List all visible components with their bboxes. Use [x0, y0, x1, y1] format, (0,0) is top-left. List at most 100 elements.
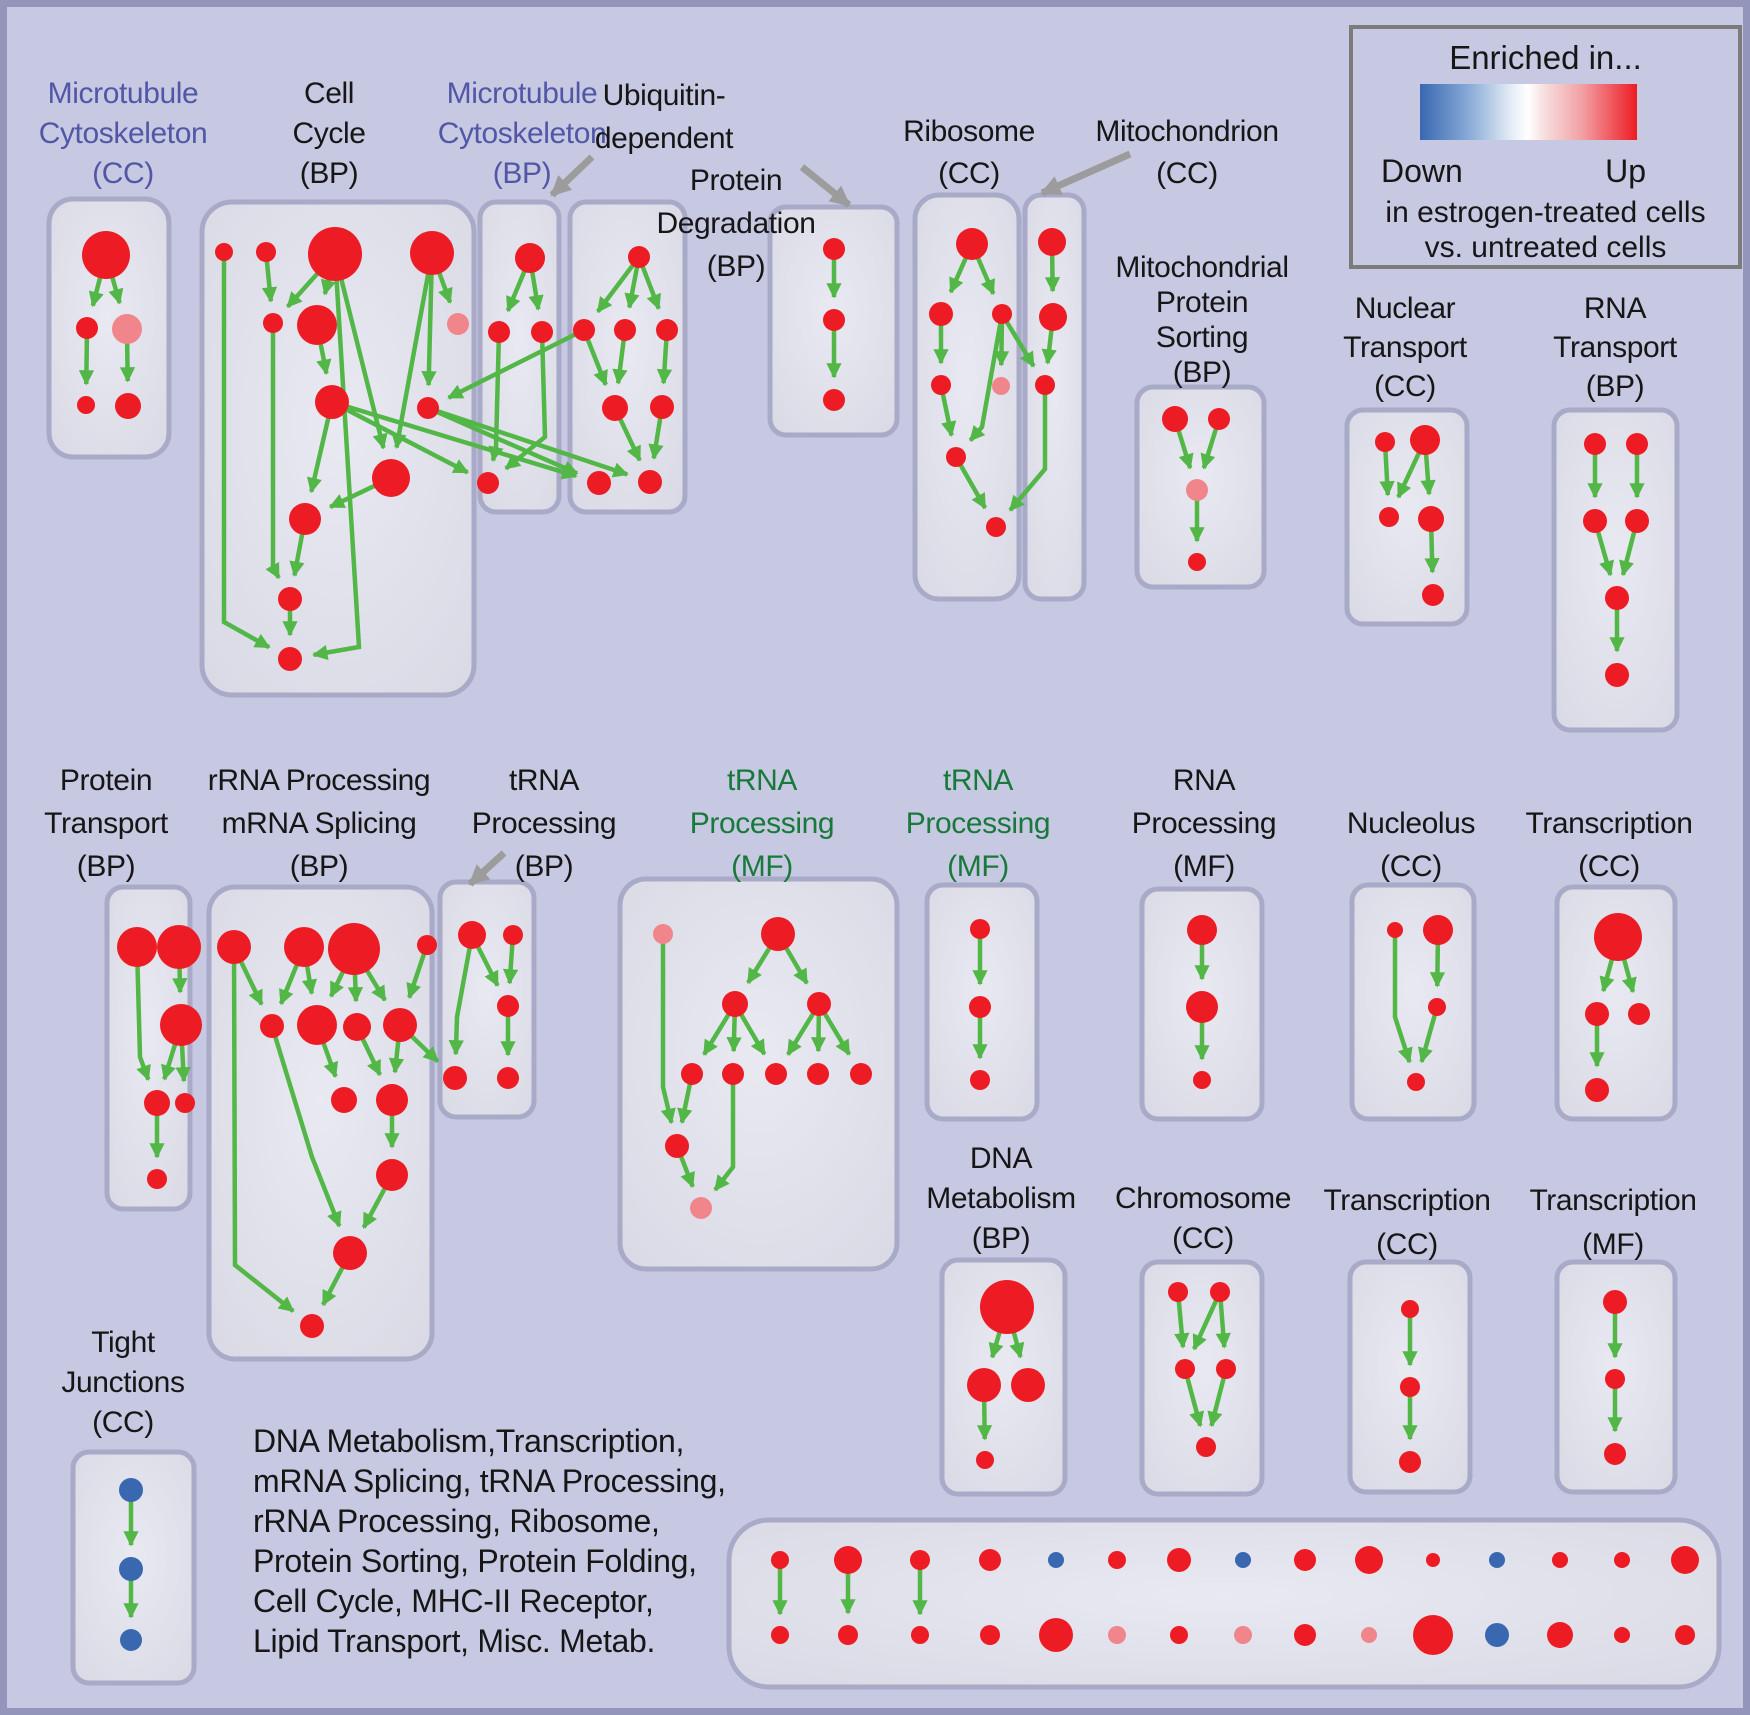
node-trna_mf_big-z8-red [850, 1063, 872, 1085]
node-trna_mf_big-z3-red [807, 992, 831, 1016]
misc-note-line: Protein Sorting, Protein Folding, [253, 1543, 697, 1579]
node-prot_trans-pt5-red [175, 1093, 195, 1113]
node-dna_met-dm4-red [976, 1451, 994, 1469]
node-dna_met-dm1-red [980, 1280, 1034, 1334]
node-ubiq1-u7-red [587, 471, 611, 495]
cluster-box-mt_bp [477, 199, 562, 515]
node-nucleolus-nl2-red [1423, 915, 1453, 945]
node-mt_bp-p4-red [477, 472, 499, 494]
cluster-box-prot_trans [104, 884, 193, 1212]
node-transc_cc2-tc3-red [1628, 1003, 1650, 1025]
edge-rrna-q5-q12 [269, 1025, 342, 1228]
node-rna_trans-rt3-red [1583, 509, 1607, 533]
node-summary-st11-red [1426, 1553, 1440, 1567]
node-rna_trans-rt2-red [1626, 433, 1648, 455]
node-summary-sb2-red [838, 1625, 858, 1645]
misc-note-line: DNA Metabolism,Transcription, [253, 1423, 685, 1459]
node-rrna-q7-red [343, 1013, 371, 1041]
node-cell_cycle-d-red [410, 231, 454, 275]
node-summary-sb15-red [1675, 1625, 1695, 1645]
node-tight-tj1-blue [119, 1478, 143, 1502]
cluster-box-rrna [206, 884, 435, 1362]
node-nuc_trans-nt4-red [1418, 506, 1444, 532]
node-summary-sb7-red [1170, 1626, 1188, 1644]
node-ubiq1-u8-red [638, 470, 662, 494]
edge-trna_bp-w1-w3 [448, 934, 475, 1056]
node-nuc_trans-nt1-red [1375, 432, 1395, 452]
node-trna_mf_big-z5-red [722, 1063, 744, 1085]
legend-subtitle-line2: vs. untreated cells [1424, 231, 1667, 264]
node-chromosome-ch4-red [1216, 1359, 1236, 1379]
node-summary-sb12-blue [1485, 1623, 1509, 1647]
node-tight-tj3-blue [120, 1629, 142, 1651]
misc-note-line: mRNA Splicing, tRNA Processing, [253, 1463, 726, 1499]
node-rna_proc-x1-red [1187, 915, 1217, 945]
node-summary-st15-red [1671, 1546, 1699, 1574]
edge-nucleolus-nl1-nl4 [1392, 930, 1413, 1064]
cluster-box-mt_cc [46, 196, 172, 460]
node-rrna-q11-red [376, 1159, 408, 1191]
cross-edge-cell_cycle-i-ubiq1-u7 [427, 405, 579, 476]
node-rna_trans-rt5-red [1605, 586, 1629, 610]
edge-chromosome-ch2-ch3 [1192, 1291, 1223, 1351]
node-dna_met-dm2-red [967, 1368, 1001, 1402]
node-chromosome-ch2-red [1210, 1282, 1230, 1302]
node-rrna-q8-red [383, 1008, 417, 1042]
node-cell_cycle-c-red [308, 227, 362, 281]
node-mt_cc-n4-red [77, 396, 95, 414]
node-transc_cc3-t32-red [1400, 1377, 1420, 1397]
node-ribosome-r3-red [992, 304, 1012, 324]
node-cell_cycle-b-red [256, 242, 276, 262]
node-transc_mf-tm1-red [1603, 1290, 1627, 1314]
cluster-box-ribosome [912, 192, 1022, 602]
node-summary-st4-red [979, 1549, 1001, 1571]
node-rrna-q5-red [260, 1014, 284, 1038]
node-ribosome-r1-red [956, 228, 988, 260]
node-rrna-q6-red [297, 1005, 337, 1045]
node-transc_mf-tm2-red [1605, 1369, 1625, 1389]
node-summary-sb9-red [1294, 1624, 1316, 1646]
edge-cell_cycle-a-m [221, 252, 271, 650]
node-cell_cycle-a-red [215, 243, 233, 261]
node-summary-sb5-red [1039, 1618, 1073, 1652]
cluster-box-transc_cc2 [1554, 884, 1678, 1122]
cross-edge-mito-o3-ribosome-r7 [1008, 385, 1048, 512]
node-ubiq1-u2-red [573, 319, 595, 341]
node-cell_cycle-h-red [315, 385, 349, 419]
node-summary-sb14-red [1614, 1627, 1630, 1643]
node-cell_cycle-i-red [417, 397, 439, 419]
node-trna_mf_sm-y3-red [970, 1070, 990, 1090]
node-nucleolus-nl4-red [1407, 1073, 1425, 1091]
node-nuc_trans-nt3-red [1379, 507, 1399, 527]
node-chromosome-ch3-red [1175, 1359, 1195, 1379]
node-rna_trans-rt6-red [1605, 663, 1629, 687]
node-mito-o2-red [1039, 303, 1067, 331]
node-nucleolus-nl1-red [1387, 922, 1403, 938]
node-trna_mf_big-z10-pink [690, 1197, 712, 1219]
node-ubiq2-v3-red [823, 389, 845, 411]
cluster-box-summary [726, 1517, 1722, 1690]
node-summary-st3-red [910, 1550, 930, 1570]
cluster-box-chromosome [1139, 1259, 1265, 1497]
edge-cell_cycle-d-i [421, 252, 437, 387]
node-summary-sb6-pink [1108, 1626, 1126, 1644]
edge-rrna-q1-q13 [231, 946, 295, 1313]
node-trna_bp-w2-red [503, 925, 523, 945]
node-trna_mf_sm-y2-red [969, 996, 991, 1018]
node-summary-sb3-red [911, 1626, 929, 1644]
node-trna_mf_sm-y1-red [970, 919, 990, 939]
node-summary-st2-red [834, 1546, 862, 1574]
node-ubiq1-u5-red [602, 395, 628, 421]
node-prot_trans-pt3-red [160, 1004, 202, 1046]
cluster-box-dna_met [939, 1257, 1068, 1497]
node-summary-st5-blue [1048, 1552, 1064, 1568]
node-trna_mf_big-z0-pink [653, 924, 673, 944]
node-ubiq1-u4-red [656, 319, 678, 341]
node-rrna-q13-red [300, 1314, 324, 1338]
edge-ubiq1-u1-u2 [596, 255, 641, 313]
node-rna_proc-x3-red [1193, 1071, 1211, 1089]
node-mps-s3-pink [1186, 479, 1208, 501]
node-summary-sb4-red [980, 1625, 1000, 1645]
node-rna_trans-rt4-red [1625, 509, 1649, 533]
node-trna_mf_big-z1-red [761, 917, 795, 951]
